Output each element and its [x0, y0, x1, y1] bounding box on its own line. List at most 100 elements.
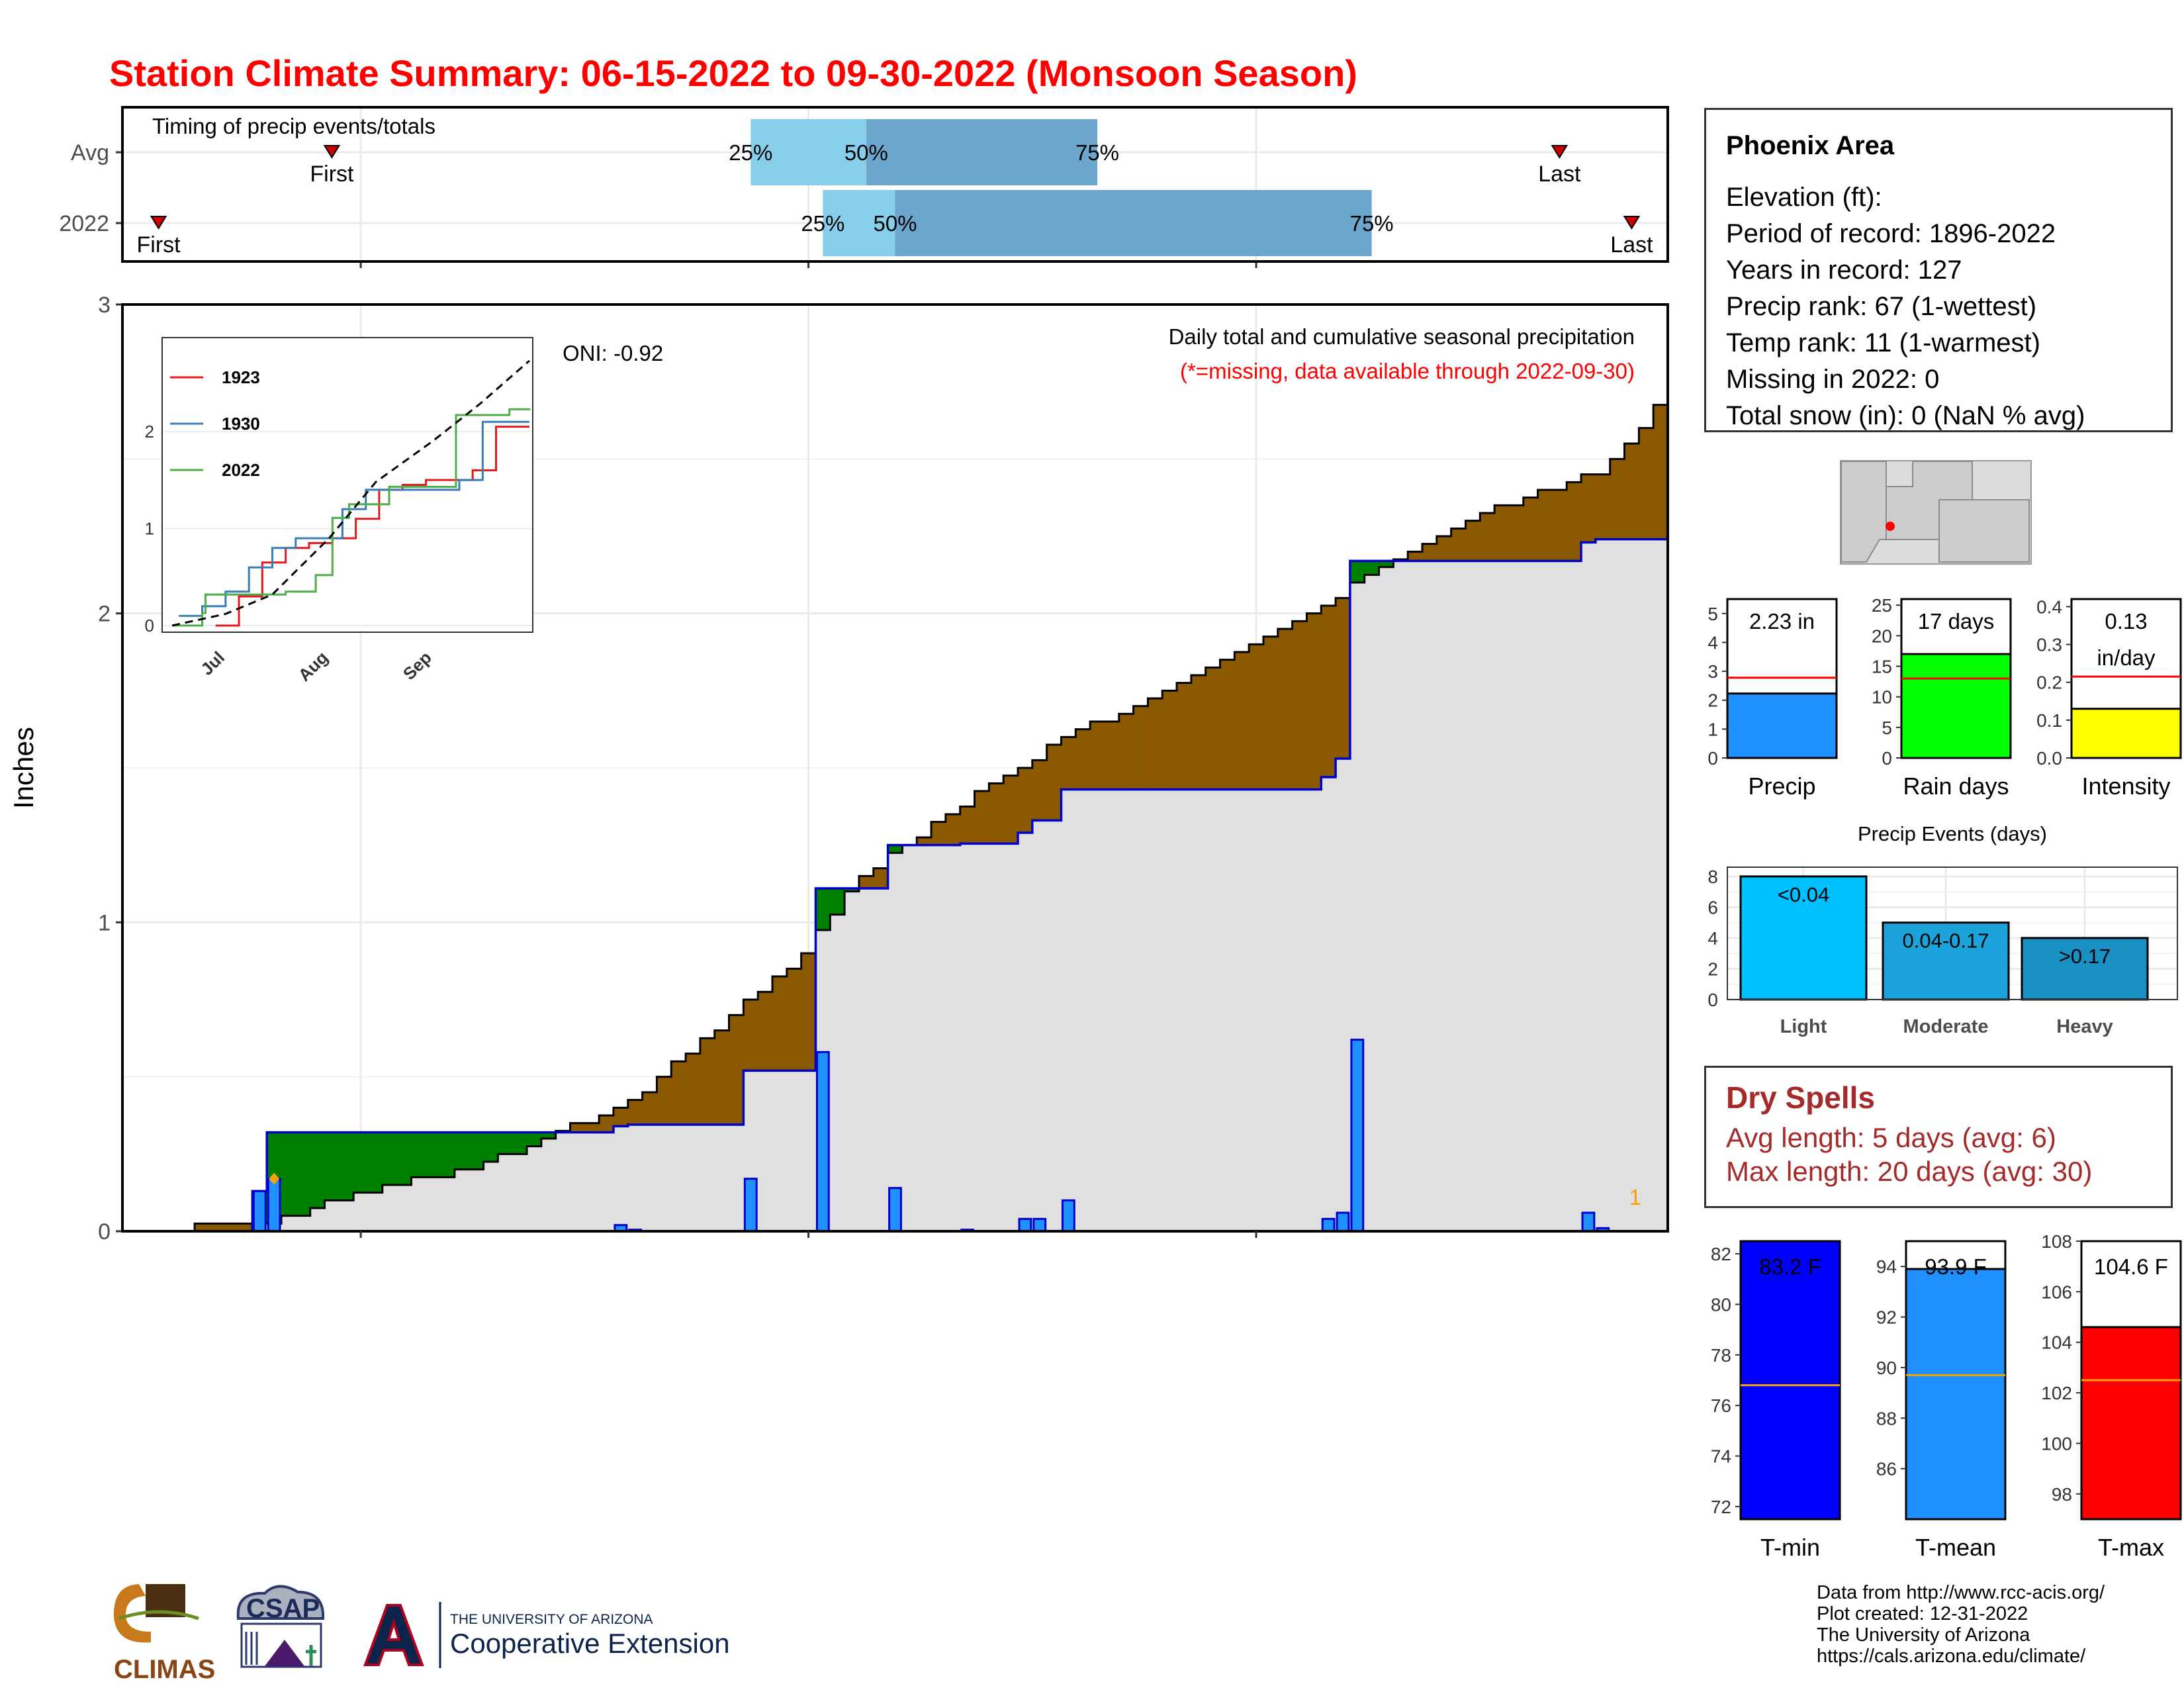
temp-bar-ytick-label: 106	[2041, 1282, 2072, 1302]
station-years: Years in record: 127	[1726, 256, 1962, 285]
timing-row-label: Avg	[71, 140, 109, 165]
precip-event-value-label: <0.04	[1778, 883, 1829, 906]
cumulative-base-area	[1075, 789, 1091, 1231]
cumulative-base-area	[411, 1177, 426, 1231]
temp-bar-value	[1739, 1240, 1841, 1521]
mini-bar-value	[1900, 653, 2012, 759]
below-average-area	[873, 868, 889, 888]
precip-ylabel: Inches	[8, 727, 39, 809]
station-snow: Total snow (in): 0 (NaN % avg)	[1726, 401, 2085, 430]
above-average-area	[844, 888, 860, 892]
below-average-area	[989, 783, 1004, 844]
station-location-marker	[1886, 522, 1895, 531]
below-average-area	[1177, 682, 1192, 790]
dry-spells-avg: Avg length: 5 days (avg: 6)	[1726, 1122, 2056, 1153]
inset-series-2022	[172, 408, 531, 627]
cumulative-base-area	[974, 843, 989, 1231]
events-ytick-label: 0	[1707, 990, 1718, 1010]
cumulative-base-area	[642, 1125, 658, 1231]
summary-bars: 0 1 2 3 4 5 2.23 in Precip 0 5 10 15 20 25 17 days Rain…	[1707, 595, 2182, 800]
temp-summary-bars: 72 74 76 78 80 82 83.2 F T-min 86 88 90 92 94 93.9 F T…	[1711, 1231, 2182, 1561]
cumulative-base-area	[945, 845, 961, 1231]
precip-ytick-label: 0	[98, 1219, 111, 1244]
cumulative-base-area	[1567, 561, 1582, 1231]
location-map	[1840, 460, 2032, 565]
cumulative-base-area	[1422, 561, 1437, 1231]
above-average-area	[411, 1132, 426, 1178]
cumulative-base-area	[657, 1125, 672, 1231]
cumulative-base-area	[887, 853, 903, 1231]
below-average-area	[1422, 543, 1437, 561]
cumulative-base-area	[1263, 789, 1279, 1231]
station-period: Period of record: 1896-2022	[1726, 219, 2056, 248]
cumulative-base-area	[729, 1125, 744, 1231]
timing-bar-25-50	[823, 190, 895, 256]
precip-chart: 0 1 2 3 Inches Daily total and cumulative sea…	[8, 293, 1669, 1244]
below-average-area	[1306, 613, 1322, 790]
mini-ytick-label: 4	[1707, 632, 1718, 653]
dry-spells-title: Dry Spells	[1726, 1080, 1875, 1115]
ua-big-text: Cooperative Extension	[450, 1628, 730, 1659]
cumulative-base-area	[873, 888, 889, 1231]
precip-caption: Daily total and cumulative seasonal prec…	[1169, 324, 1635, 349]
temp-bar-ytick-label: 108	[2041, 1231, 2072, 1252]
daily-precip-bar	[1321, 1217, 1336, 1233]
university-of-arizona-logo: THE UNIVERSITY OF ARIZONA Cooperative Ex…	[361, 1599, 730, 1668]
below-average-area	[1552, 490, 1567, 561]
observed-cumulative-line	[122, 538, 1668, 1233]
precip-ytick-label: 3	[98, 293, 111, 318]
temp-bar-ytick-label: 78	[1711, 1345, 1731, 1366]
precip-event-value-label: 0.04-0.17	[1903, 929, 1989, 953]
first-marker	[150, 216, 167, 230]
cumulative-base-area	[1537, 561, 1553, 1231]
below-average-area	[1017, 768, 1033, 833]
precip-event-value-label: >0.17	[2059, 945, 2111, 968]
cumulative-base-area	[483, 1162, 498, 1231]
last-label: Last	[1538, 162, 1581, 187]
ua-small-text: THE UNIVERSITY OF ARIZONA	[450, 1612, 653, 1627]
above-average-area	[295, 1132, 311, 1216]
first-marker	[323, 145, 341, 159]
events-ytick-label: 8	[1707, 867, 1718, 887]
below-average-area	[1277, 629, 1293, 790]
mini-bar-value	[1726, 692, 1838, 759]
cumulative-base-area	[599, 1132, 614, 1231]
above-average-area	[512, 1132, 527, 1154]
mini-ytick-label: 1	[1707, 719, 1718, 739]
daily-precip-bar	[815, 1051, 830, 1233]
below-average-area	[1205, 667, 1221, 790]
cumulative-base-area	[1191, 789, 1206, 1231]
cumulative-base-area	[1465, 561, 1480, 1231]
above-average-area	[1364, 561, 1380, 575]
events-border	[1727, 867, 2178, 1000]
cumulative-base-area	[1017, 833, 1033, 1231]
temp-bar-ytick-label: 100	[2041, 1433, 2072, 1454]
mini-bar-value-label: 2.23 in	[1749, 609, 1815, 633]
cumulative-base-area	[830, 914, 845, 1231]
last-marker	[1551, 145, 1569, 159]
timing-title: Timing of precip events/totals	[152, 114, 435, 138]
above-average-area	[469, 1132, 484, 1170]
above-average-area	[281, 1132, 296, 1216]
cumulative-base-area	[1364, 575, 1380, 1231]
daily-precip-bar	[252, 1190, 267, 1233]
below-average-area	[1104, 722, 1120, 790]
cumulative-base-area	[801, 1070, 817, 1231]
mini-ytick-label: 25	[1872, 595, 1892, 616]
cumulative-base-area	[1177, 789, 1192, 1231]
cumulative-base-area	[1061, 789, 1076, 1231]
below-average-area	[1523, 497, 1539, 561]
below-average-area	[686, 1053, 701, 1125]
below-average-area	[1480, 513, 1495, 561]
below-average-area	[1220, 659, 1235, 790]
mini-ytick-label: 5	[1707, 604, 1718, 624]
cumulative-base-area	[989, 843, 1004, 1231]
station-elevation: Elevation (ft):	[1726, 183, 1882, 212]
below-average-area	[772, 976, 788, 1071]
above-average-area	[339, 1132, 354, 1201]
cumulative-base-area	[1494, 561, 1510, 1231]
below-average-area	[786, 968, 802, 1071]
below-average-area	[1263, 636, 1279, 790]
below-average-area	[931, 821, 946, 845]
daily-precip-bar	[267, 1178, 281, 1233]
